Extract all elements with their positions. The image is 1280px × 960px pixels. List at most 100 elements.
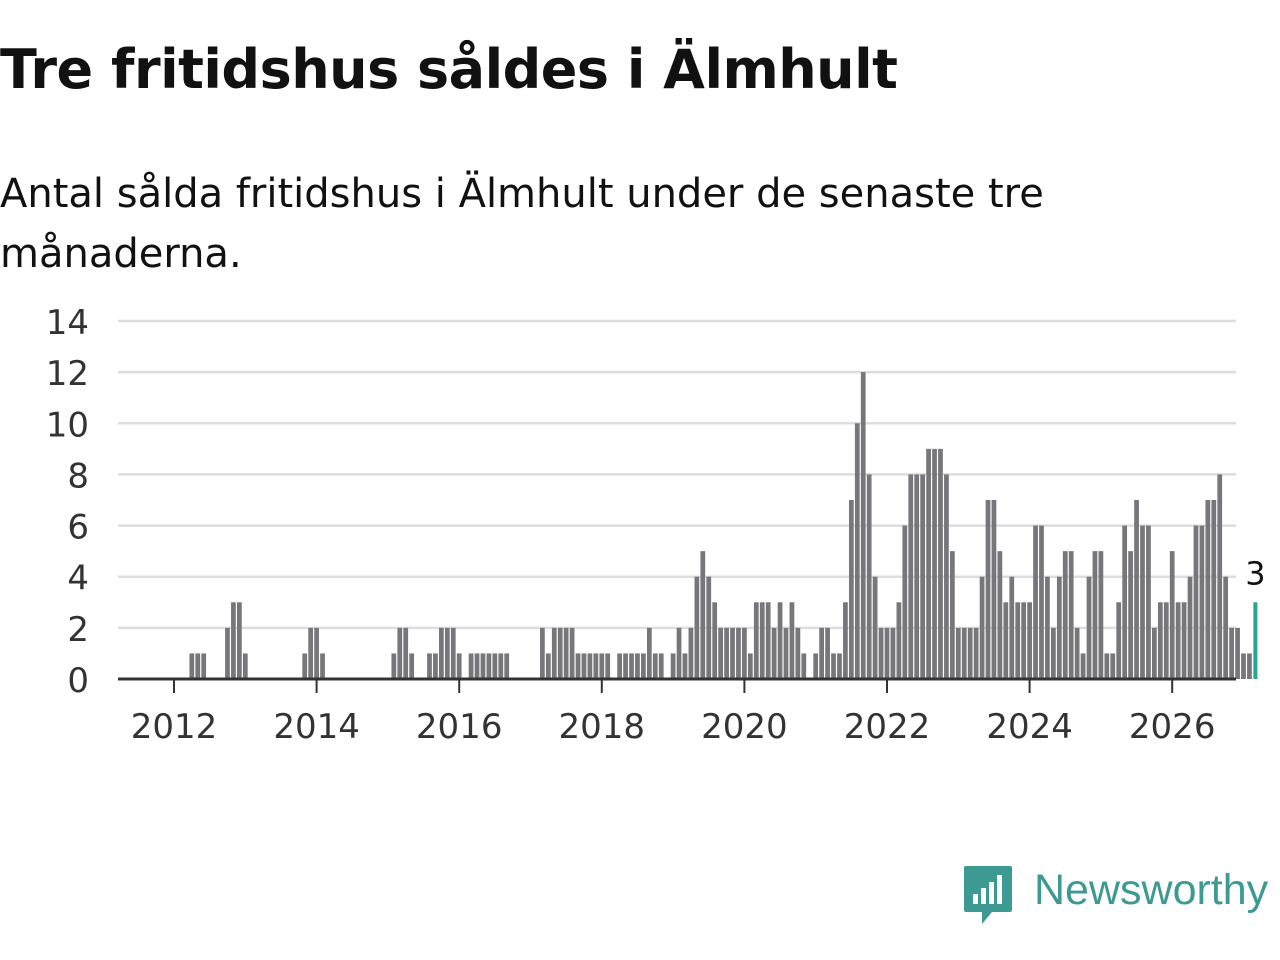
bar xyxy=(397,627,403,679)
bar xyxy=(308,627,314,679)
bar xyxy=(225,627,230,679)
bar xyxy=(825,627,830,679)
bar xyxy=(1193,525,1199,679)
bar xyxy=(236,602,242,679)
bar xyxy=(195,653,201,679)
bar xyxy=(979,576,985,679)
bar xyxy=(1027,602,1032,679)
x-tick-label: 2012 xyxy=(131,707,218,747)
bar xyxy=(433,653,438,679)
bar xyxy=(242,653,248,679)
bar xyxy=(545,653,551,679)
bar xyxy=(456,653,462,679)
bar xyxy=(949,551,955,679)
bar xyxy=(599,653,605,679)
bar-chart: 0 2 4 6 8 10 12 14 3 2012 2014 2016 2018 2020 2022 2024… xyxy=(46,303,1266,747)
bar xyxy=(1056,576,1062,679)
bar xyxy=(1175,602,1181,679)
bar xyxy=(1187,576,1193,679)
bar xyxy=(973,627,979,679)
bar xyxy=(439,627,444,679)
bar xyxy=(753,602,759,679)
bar xyxy=(670,653,676,679)
bar xyxy=(403,627,409,679)
x-tick-label: 2016 xyxy=(416,707,503,747)
bar xyxy=(492,653,498,679)
bar xyxy=(712,602,718,679)
bar xyxy=(629,653,634,679)
bar xyxy=(742,627,747,679)
bar xyxy=(759,602,765,679)
axes: 0 2 4 6 8 10 12 14 3 2012 2014 2016 2018 2020 2022 2024… xyxy=(46,303,1266,747)
bar xyxy=(450,627,456,679)
bar xyxy=(854,423,860,679)
bar xyxy=(444,627,450,679)
bar xyxy=(1015,602,1021,679)
y-tick-label: 12 xyxy=(46,354,89,394)
newsworthy-logo-icon xyxy=(964,866,1012,924)
grid-lines xyxy=(118,319,1236,630)
bar xyxy=(1045,576,1050,679)
bar xyxy=(474,653,480,679)
bar xyxy=(1128,551,1133,679)
bar xyxy=(1169,551,1175,679)
bar xyxy=(831,653,836,679)
bar xyxy=(635,653,640,679)
x-tick-label: 2024 xyxy=(986,707,1073,747)
bar xyxy=(795,627,801,679)
bar xyxy=(1033,525,1038,679)
bar xyxy=(676,627,682,679)
bar xyxy=(1098,551,1104,679)
bar xyxy=(201,653,207,679)
bar xyxy=(1199,525,1205,679)
bar xyxy=(575,653,581,679)
chart-subtitle: Antal sålda fritidshus i Älmhult under d… xyxy=(0,171,1044,277)
bar xyxy=(700,551,706,679)
bar xyxy=(706,576,712,679)
bar xyxy=(819,627,825,679)
bar xyxy=(1229,627,1234,679)
bar xyxy=(1092,551,1098,679)
bar xyxy=(902,525,908,679)
bar xyxy=(843,602,848,679)
bar xyxy=(468,653,474,679)
bar xyxy=(1051,627,1056,679)
bar xyxy=(1104,653,1110,679)
bar xyxy=(991,500,997,679)
bar xyxy=(1068,551,1074,679)
bar xyxy=(688,627,694,679)
bar xyxy=(480,653,486,679)
bar xyxy=(724,627,729,679)
bar xyxy=(391,653,397,679)
y-tick-label: 14 xyxy=(46,303,89,343)
y-tick-label: 4 xyxy=(67,559,89,599)
y-tick-label: 6 xyxy=(67,508,89,548)
highlight-label: 3 xyxy=(1245,554,1265,592)
x-tick-label: 2018 xyxy=(559,707,646,747)
bar xyxy=(771,627,777,679)
bar xyxy=(944,474,949,679)
bar xyxy=(314,627,319,679)
bar xyxy=(1157,602,1163,679)
bar xyxy=(872,576,878,679)
bar xyxy=(730,627,735,679)
bar xyxy=(427,653,432,679)
y-tick-label: 0 xyxy=(67,661,89,701)
bars xyxy=(189,372,1258,679)
x-tick-label: 2022 xyxy=(844,707,931,747)
bar xyxy=(1152,627,1157,679)
bar xyxy=(1122,525,1128,679)
bar xyxy=(896,602,902,679)
bar xyxy=(890,627,896,679)
bar xyxy=(587,653,593,679)
bar xyxy=(914,474,920,679)
bar xyxy=(1039,525,1044,679)
bar xyxy=(1181,602,1187,679)
bar xyxy=(581,653,587,679)
x-tick-label: 2020 xyxy=(701,707,788,747)
bar xyxy=(682,653,688,679)
bar xyxy=(777,602,783,679)
bar xyxy=(540,627,545,679)
x-tick-label: 2026 xyxy=(1129,707,1216,747)
bar-latest xyxy=(1253,602,1258,679)
